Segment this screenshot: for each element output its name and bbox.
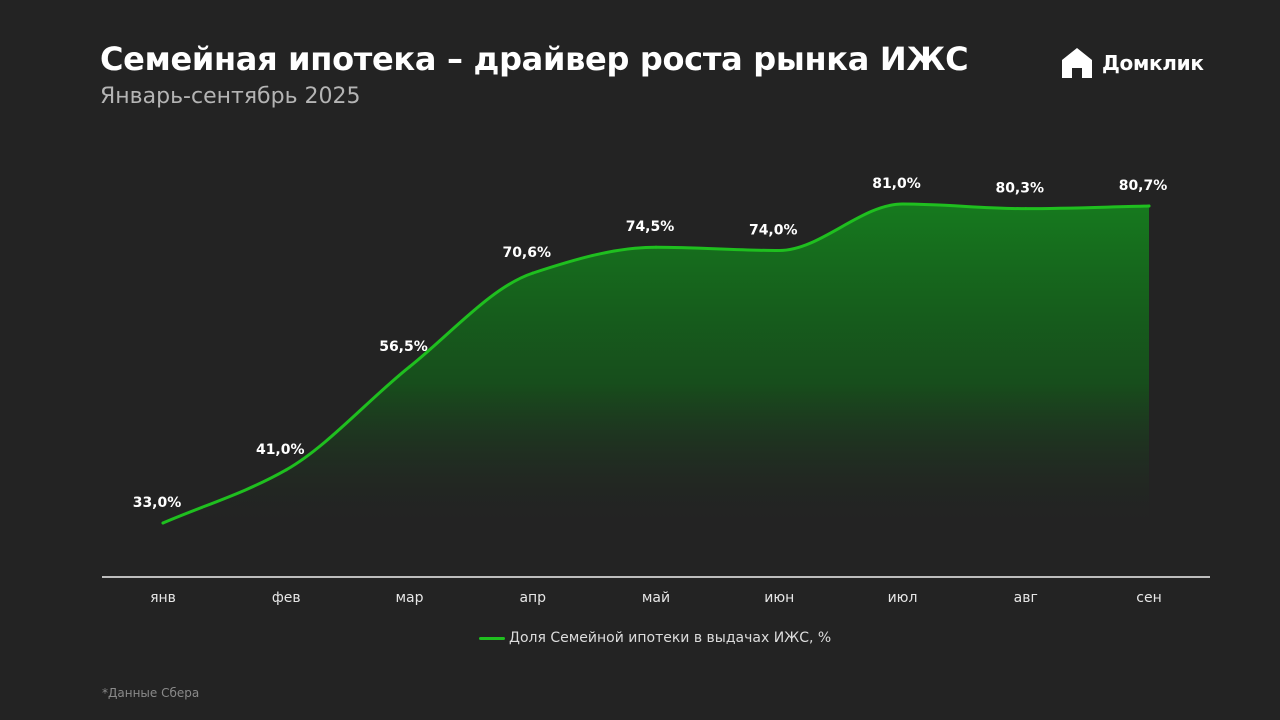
x-tick-label: июн — [764, 590, 794, 606]
series-area-fill — [163, 204, 1149, 530]
data-label: 41,0% — [256, 442, 305, 458]
x-tick-label: янв — [150, 590, 176, 606]
data-point-май — [654, 245, 658, 249]
page-subtitle: Январь-сентябрь 2025 — [100, 84, 361, 109]
data-label: 80,7% — [1119, 178, 1168, 194]
page-title: Семейная ипотека – драйвер роста рынка И… — [100, 40, 969, 78]
data-point-апр — [531, 271, 535, 275]
data-point-июл — [901, 202, 904, 206]
data-point-мар — [408, 365, 411, 369]
domclick-logo[interactable]: Домклик — [1058, 44, 1204, 82]
data-label: 81,0% — [872, 176, 921, 192]
data-label: 74,0% — [749, 223, 798, 239]
logo-text: Домклик — [1102, 51, 1204, 75]
x-tick-label: сен — [1136, 590, 1161, 606]
data-label: 80,3% — [995, 181, 1044, 197]
data-point-сен — [1147, 204, 1151, 208]
legend-label: Доля Семейной ипотеки в выдачах ИЖС, % — [509, 630, 832, 646]
data-label: 70,6% — [502, 245, 551, 261]
chart-legend: Доля Семейной ипотеки в выдачах ИЖС, % — [479, 630, 831, 646]
legend-swatch — [479, 636, 505, 640]
source-footnote: *Данные Сбера — [102, 686, 200, 700]
data-label: 33,0% — [133, 495, 182, 511]
x-tick-label: мар — [395, 590, 423, 606]
x-tick-label: май — [642, 590, 670, 606]
data-label: 74,5% — [626, 219, 675, 235]
data-point-июн — [777, 249, 781, 253]
domclick-house-icon — [1062, 48, 1092, 78]
x-tick-label: апр — [519, 590, 546, 606]
data-point-фев — [284, 468, 288, 472]
data-point-авг — [1024, 207, 1028, 211]
x-tick-label: авг — [1014, 590, 1038, 606]
data-label: 56,5% — [379, 339, 428, 355]
x-tick-label: фев — [272, 590, 301, 606]
x-tick-label: июл — [888, 590, 918, 606]
data-point-янв — [161, 521, 165, 525]
